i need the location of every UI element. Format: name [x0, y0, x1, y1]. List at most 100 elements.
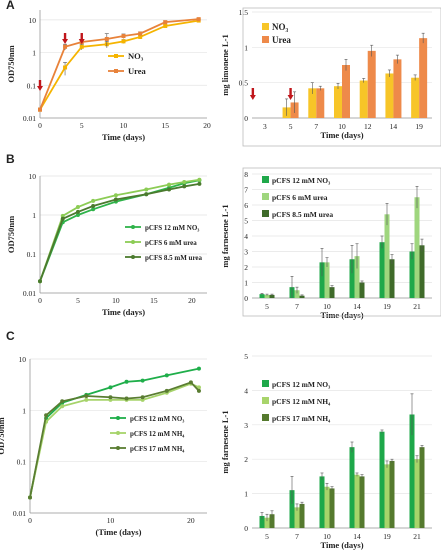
A-left-point	[121, 39, 126, 44]
B-left-legend-marker	[131, 225, 135, 229]
C-left-point	[124, 379, 129, 384]
A-left-ylabel: OD750nm	[6, 45, 16, 82]
A-right-ytick-label: 0	[244, 114, 248, 123]
C-right-legend-swatch	[262, 380, 269, 387]
B-left-ylabel: OD750nm	[6, 216, 16, 253]
B-right-legend-swatch	[262, 193, 269, 200]
B-right-xtick-label: 21	[413, 302, 421, 311]
A-right-bar	[419, 38, 428, 118]
A-right-xtick-label: 5	[289, 122, 293, 131]
A-left-legend-label: NO₃	[128, 51, 144, 61]
B-left-legend-label: pCFS 6 mM urea	[145, 239, 197, 247]
B-left-xtick-label: 5	[76, 296, 80, 305]
B-right-bar	[319, 262, 325, 298]
C-left-ylabel: OD750nm	[0, 417, 6, 454]
B-left-xlabel: Time (days)	[102, 307, 145, 317]
C-left-point	[164, 373, 169, 378]
B-left-ytick-label: 10	[29, 172, 37, 181]
A-right-bar	[316, 88, 325, 118]
C-right-bar	[349, 447, 355, 528]
C-right-legend-swatch	[262, 397, 269, 404]
A-right-bar	[393, 59, 402, 118]
A-left-series-line-1	[39, 18, 199, 110]
A-left-legend-marker	[114, 69, 118, 73]
A-left-ytick-label: 0.1	[27, 81, 37, 90]
A-left-arrow-marker	[62, 33, 69, 44]
A-right-xtick-label: 19	[415, 122, 423, 131]
A-left-xtick-label: 5	[80, 121, 84, 130]
B-left-point	[182, 184, 187, 189]
C-right-legend-label: pCFS 12 mM NO₃	[272, 380, 331, 389]
B-left-xtick-label: 10	[112, 296, 120, 305]
B-left-point	[75, 205, 80, 210]
C-right-ytick-label: 5	[244, 352, 248, 361]
C-left-xtick-label: 10	[107, 516, 115, 525]
B-right-bar	[384, 214, 390, 298]
B-right-ytick-label: 6	[244, 201, 248, 210]
A-left-point	[138, 31, 143, 36]
B-left-series-line-2	[39, 182, 200, 282]
A-right-xtick-label: 12	[364, 122, 372, 131]
C-left-point	[196, 366, 201, 371]
A-left-ytick-label: 10	[29, 16, 37, 25]
C-left-point	[108, 395, 113, 400]
B-right-legend-label: pCFS 8.5 mM urea	[272, 210, 333, 219]
B-right-xlabel: Time (days)	[320, 310, 363, 320]
A-left-point	[38, 107, 42, 112]
A-left-point	[63, 44, 68, 49]
C-left-legend-label: pCFS 17 mM NH₄	[130, 445, 185, 453]
B-right-legend-swatch	[262, 176, 269, 183]
B-right-bar	[299, 295, 305, 298]
C-right-xlabel: Time (days)	[320, 540, 363, 550]
B-right-bar	[329, 287, 335, 298]
B-right-xtick-label: 19	[383, 302, 391, 311]
C-right-xtick-label: 10	[323, 532, 331, 541]
B-left-point	[60, 213, 65, 218]
B-left-point	[113, 197, 118, 202]
A-right-ytick-label: 1.5	[239, 8, 249, 17]
C-left-ytick-label: 0.01	[13, 509, 26, 518]
C-right-bar	[359, 476, 365, 528]
A-left-point	[104, 36, 109, 41]
B-right-bar	[409, 251, 415, 298]
A-right-arrow-marker	[249, 88, 256, 100]
B-right-bar	[259, 294, 265, 298]
C-right-bar	[264, 517, 270, 528]
C-left-legend-label: pCFS 12 mM NH₄	[130, 430, 185, 438]
C-left-xtick-label: 20	[187, 516, 195, 525]
A-left-xtick-label: 10	[120, 121, 128, 130]
C-left-legend-marker	[116, 431, 120, 435]
A-right-legend-label: Urea	[272, 35, 291, 45]
B-right-bar	[269, 294, 275, 298]
A-left-legend-label: Urea	[128, 66, 147, 76]
C-right-xtick-label: 19	[383, 532, 391, 541]
A-right-arrow-marker	[287, 88, 294, 100]
C-right-ytick-label: 2	[244, 455, 248, 464]
C-left-point	[84, 394, 89, 399]
C-right-ytick-label: 4	[244, 386, 248, 395]
B-right-bar	[379, 242, 385, 298]
A-right-xlabel: Time (days)	[320, 130, 363, 140]
C-right-bar	[324, 486, 330, 528]
A-left-ytick-label: 0.01	[23, 114, 36, 123]
B-left-point	[60, 216, 65, 221]
A-right-xtick-label: 14	[390, 122, 398, 131]
C-right-bar	[409, 414, 415, 528]
A-left-xtick-label: 20	[203, 121, 211, 130]
C-left-series-line-1	[29, 382, 200, 498]
B-left-point	[144, 187, 149, 192]
B-right-ytick-label: 8	[244, 170, 248, 179]
A-right-bar	[308, 88, 317, 118]
A-right-xtick-label: 10	[338, 122, 346, 131]
A-right-bar	[342, 65, 350, 118]
C-left-point	[60, 404, 65, 409]
B-right-legend-swatch	[262, 210, 269, 217]
C-right-bar	[354, 474, 360, 528]
C-right-ytick-label: 0	[244, 524, 248, 533]
A-right-bar	[334, 86, 342, 118]
C-left-point	[124, 396, 129, 401]
A-right-legend-swatch	[262, 23, 269, 30]
B-left-legend-marker	[131, 255, 135, 259]
C-right-bar	[414, 459, 420, 528]
